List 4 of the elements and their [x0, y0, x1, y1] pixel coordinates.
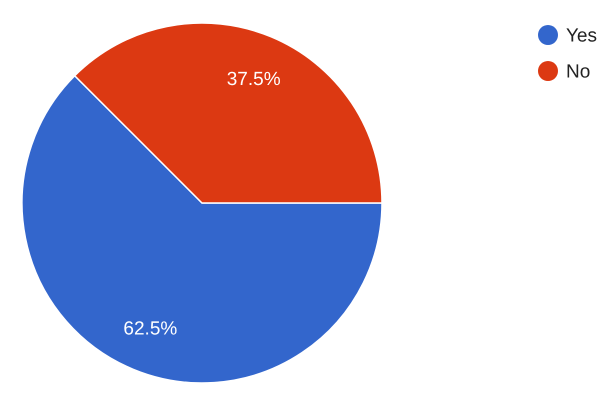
legend-label: Yes: [566, 26, 597, 47]
legend-label: No: [566, 62, 590, 83]
data-label: 62.5%: [123, 318, 178, 340]
data-label: 37.5%: [226, 68, 281, 90]
